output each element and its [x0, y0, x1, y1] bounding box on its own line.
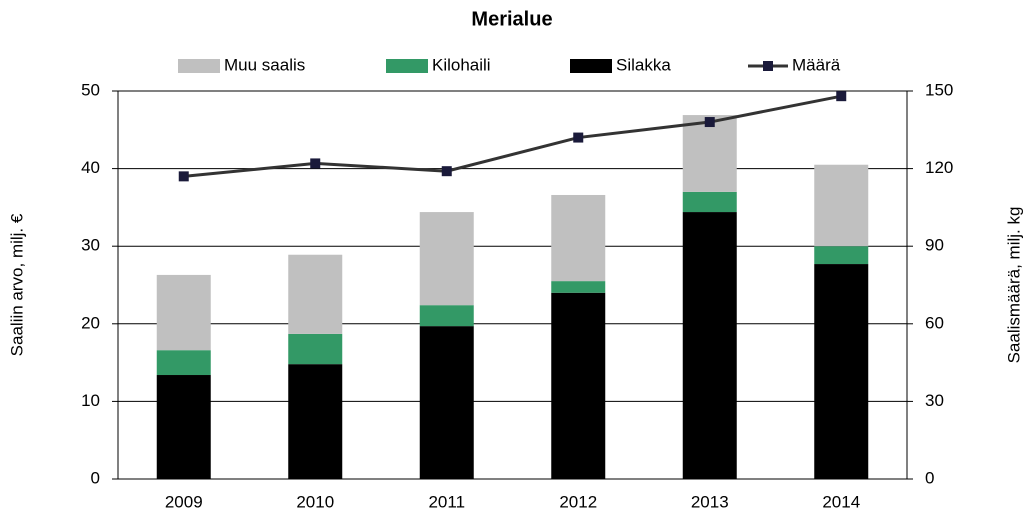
line-marker	[310, 158, 321, 169]
x-tick-label: 2010	[296, 492, 334, 511]
line-marker	[573, 132, 584, 143]
bar	[814, 264, 869, 479]
bar	[814, 164, 869, 247]
bar	[419, 212, 474, 306]
bar	[156, 350, 211, 376]
x-tick-label: 2011	[428, 492, 465, 511]
legend-label: Muu saalis	[224, 55, 305, 74]
legend-marker	[763, 61, 773, 71]
y2-tick-label: 150	[925, 80, 953, 99]
bar	[156, 375, 211, 479]
x-tick-label: 2009	[165, 492, 203, 511]
y-tick-label: 10	[81, 391, 100, 410]
y-tick-label: 0	[91, 468, 100, 487]
y-tick-label: 40	[81, 158, 100, 177]
bar	[682, 212, 737, 479]
x-tick-label: 2013	[691, 492, 729, 511]
line-marker	[836, 91, 847, 102]
bar	[156, 274, 211, 351]
bar	[419, 305, 474, 327]
y-tick-label: 30	[81, 236, 100, 255]
legend-swatch	[178, 59, 220, 73]
legend-swatch	[386, 59, 428, 73]
chart-title: Merialue	[471, 8, 552, 30]
bar	[682, 115, 737, 192]
bar	[288, 333, 343, 365]
x-tick-label: 2012	[559, 492, 597, 511]
line-marker	[178, 171, 189, 182]
line	[183, 94, 842, 178]
legend-label: Määrä	[792, 55, 841, 74]
bar	[551, 281, 606, 293]
line-marker	[704, 117, 715, 128]
y-tick-label: 50	[81, 80, 100, 99]
y2-tick-label: 30	[925, 391, 944, 410]
bar	[288, 254, 343, 334]
y2-tick-label: 0	[925, 468, 934, 487]
bar	[682, 191, 737, 213]
x-tick-label: 2014	[822, 492, 860, 511]
legend-label: Kilohaili	[432, 55, 491, 74]
y2-tick-label: 120	[925, 158, 953, 177]
legend-swatch	[570, 59, 612, 73]
bar	[551, 194, 606, 282]
y2-axis-label: Saalismäärä, milj. kg	[1004, 207, 1023, 364]
y2-tick-label: 90	[925, 236, 944, 255]
bar	[288, 364, 343, 479]
bar	[551, 292, 606, 479]
legend-label: Silakka	[616, 55, 671, 74]
y-axis-label: Saaliin arvo, milj. €	[7, 213, 26, 356]
y2-tick-label: 60	[925, 313, 944, 332]
line-marker	[441, 166, 452, 177]
y-tick-label: 20	[81, 313, 100, 332]
bar	[814, 246, 869, 265]
bar	[419, 326, 474, 479]
